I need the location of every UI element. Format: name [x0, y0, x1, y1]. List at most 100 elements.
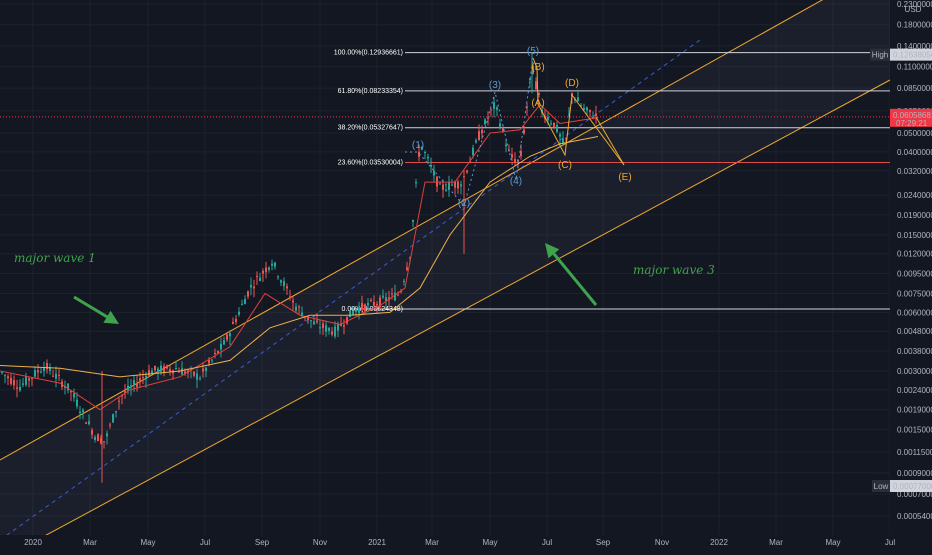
candle-body	[340, 323, 342, 326]
candle-body	[259, 277, 261, 281]
candle-body	[532, 66, 534, 75]
candle-body	[163, 366, 165, 373]
x-tick-label: Mar	[83, 538, 97, 547]
candle-body	[472, 147, 474, 155]
candle-body	[343, 325, 345, 327]
candle-body	[34, 370, 36, 377]
candle-body	[520, 150, 522, 157]
candle-body	[265, 267, 267, 273]
candle-body	[175, 368, 177, 370]
candle-body	[448, 182, 450, 190]
candle-body	[286, 286, 288, 289]
y-tick-label: 0.00054000	[897, 512, 932, 521]
candle-body	[451, 184, 453, 186]
candle-body	[511, 154, 513, 158]
candle-body	[133, 380, 135, 385]
channel-lower-line	[8, 79, 891, 555]
candle-body	[244, 299, 246, 305]
x-axis[interactable]: 2020 Mar May Jul Sep Nov 2021 Mar May Jul Sep Nov 20…	[0, 535, 932, 550]
candle-body	[250, 285, 252, 288]
y-tick-label: 0.00380000	[897, 347, 932, 356]
wave-label: (A)	[531, 98, 544, 109]
candle-body	[433, 170, 435, 176]
candle-body	[556, 125, 558, 132]
candle-body	[22, 383, 24, 385]
y-tick-label: 0.00070000	[897, 490, 932, 499]
annotation-label: major wave 1	[14, 251, 96, 265]
y-tick-label: 0.08500000	[897, 84, 932, 93]
price-channel	[0, 0, 891, 555]
candle-body	[109, 424, 111, 426]
candle-body	[19, 386, 21, 391]
elliott-wave-path: (1) (2) (3) (4) (5) (A) (B) (C) (D) (E)	[405, 46, 632, 209]
moving-averages	[0, 103, 599, 411]
y-tick-label: 0.00150000	[897, 426, 932, 435]
candle-body	[466, 170, 468, 173]
candle-body	[94, 436, 96, 440]
candle-body	[508, 150, 510, 152]
candle-body	[280, 280, 282, 283]
y-tick-label: 0.11000000	[897, 62, 932, 71]
wave-label: (C)	[558, 160, 572, 171]
candle-body	[406, 267, 408, 270]
candle-body	[367, 302, 369, 306]
candle-body	[535, 81, 537, 90]
low-value-label: 0.00077000	[893, 482, 932, 491]
candle-body	[307, 315, 309, 320]
y-axis-pane	[890, 0, 932, 550]
candle-body	[229, 333, 231, 337]
candle-body	[487, 117, 489, 119]
candle-body	[46, 362, 48, 370]
candle-body	[580, 105, 582, 107]
candle-body	[484, 119, 486, 125]
candle-body	[211, 359, 213, 361]
candle-body	[85, 422, 87, 424]
annotation-arrows: major wave 1 major wave 3	[14, 243, 715, 324]
candle-body	[193, 371, 195, 376]
corrective-wave-segment	[595, 116, 625, 166]
low-tag-label: Low	[874, 482, 889, 491]
candle-body	[112, 414, 114, 423]
y-tick-label: 0.00750000	[897, 289, 932, 298]
candle-body	[373, 301, 375, 306]
fib-level-label: 23.60%(0.03530004)	[338, 159, 403, 166]
high-tag-label: High	[872, 51, 888, 60]
candle-body	[7, 376, 9, 379]
y-tick-label: 0.03200000	[897, 167, 932, 176]
candle-body	[493, 102, 495, 109]
candle-body	[205, 367, 207, 371]
candle-body	[442, 184, 444, 190]
candle-body	[232, 321, 234, 324]
corrective-wave-path	[532, 57, 625, 166]
candle-body	[559, 134, 561, 137]
x-tick-label: Jul	[542, 538, 552, 547]
candle-body	[184, 371, 186, 374]
x-tick-label: May	[825, 538, 840, 547]
candle-body	[16, 387, 18, 389]
candle-body	[553, 122, 555, 128]
candle-body	[67, 383, 69, 391]
ma-slow-line	[0, 136, 599, 378]
x-tick-label: Jul	[885, 538, 895, 547]
wave-label: (4)	[510, 176, 522, 187]
fib-level-label: 61.80%(0.08233354)	[338, 88, 403, 95]
candle-body	[427, 156, 429, 159]
grid	[0, 0, 891, 535]
low-tag-bg	[872, 479, 890, 492]
candle-body	[418, 151, 420, 157]
candle-body	[517, 159, 519, 162]
y-tick-label: 0.04000000	[897, 148, 932, 157]
wave-label: (5)	[527, 46, 539, 57]
last-price-badge	[890, 108, 932, 127]
arrow-wave3-shaft	[552, 252, 598, 306]
candle-body	[319, 327, 321, 329]
candle-body	[214, 352, 216, 354]
candle-body	[154, 365, 156, 371]
candle-body	[31, 377, 33, 379]
candle-body	[529, 78, 531, 81]
candle-body	[538, 93, 540, 95]
candle-body	[196, 373, 198, 380]
candle-body	[43, 367, 45, 372]
